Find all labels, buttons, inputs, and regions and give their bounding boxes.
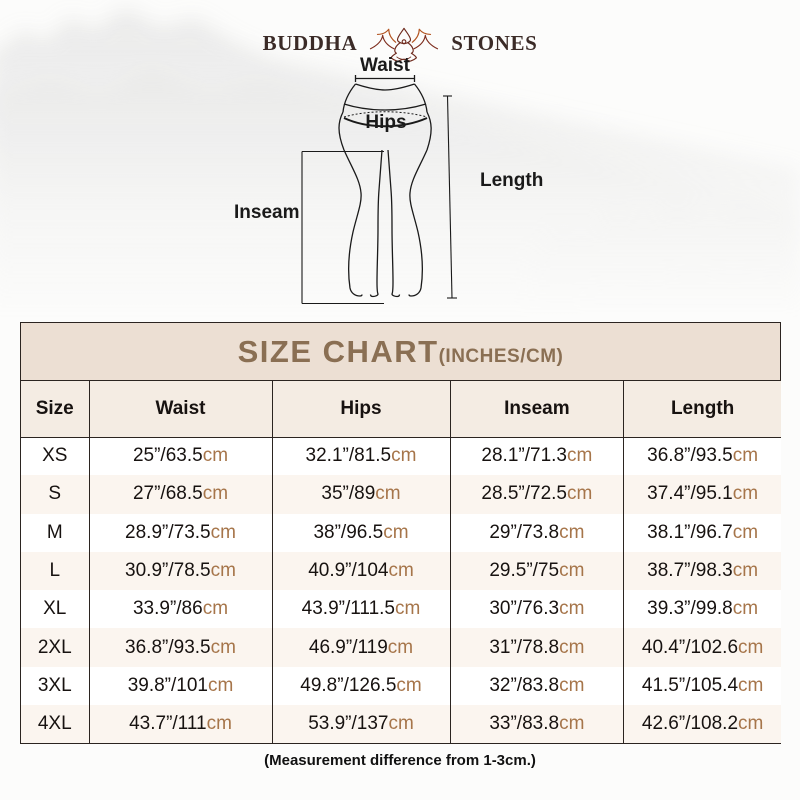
- svg-text:Inseam: Inseam: [234, 202, 299, 223]
- svg-text:Length: Length: [480, 170, 543, 191]
- svg-text:Hips: Hips: [365, 112, 406, 133]
- svg-text:Waist: Waist: [360, 55, 411, 76]
